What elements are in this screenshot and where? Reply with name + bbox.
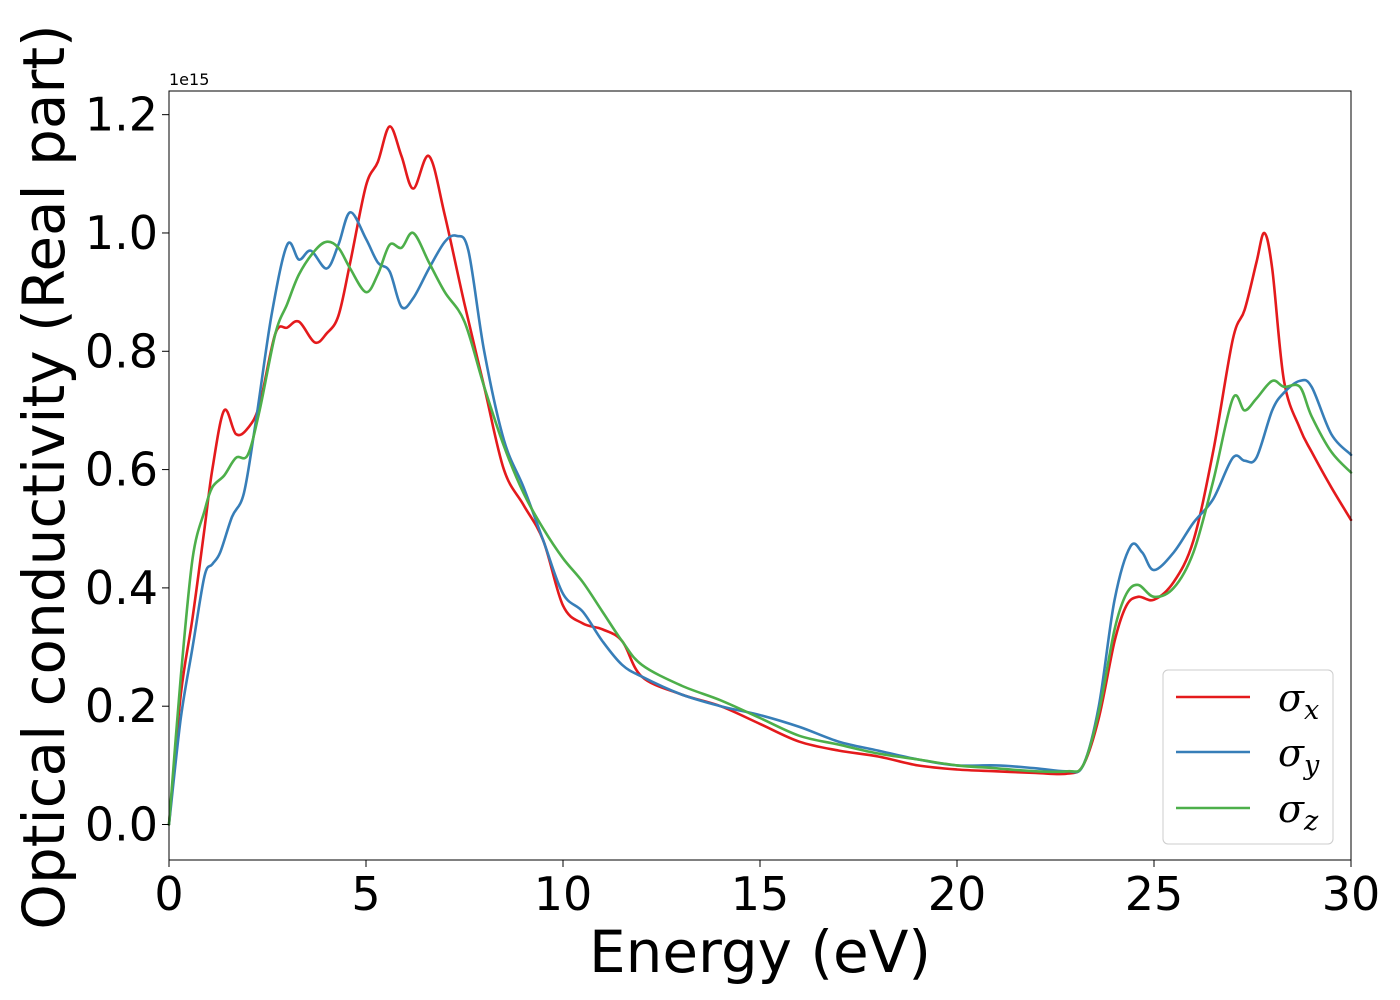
- y-tick-label: 0.2: [85, 679, 158, 733]
- y-axis-title: Optical conductivity (Real part): [10, 24, 78, 929]
- x-tick-label: 0: [154, 867, 183, 921]
- series-layer: [167, 125, 1353, 826]
- series-line-x: [167, 125, 1353, 826]
- y-axis-ticks: 0.0 0.2 0.4 0.6 0.8 1.0 1.2: [85, 88, 169, 852]
- x-tick-label: 25: [1125, 867, 1184, 921]
- plot-area: [169, 91, 1351, 860]
- x-tick-label: 30: [1322, 867, 1381, 921]
- y-tick-label: 0.8: [85, 324, 158, 378]
- y-tick-label: 0.4: [85, 561, 158, 615]
- x-tick-label: 5: [351, 867, 380, 921]
- series-line-z: [167, 231, 1353, 826]
- legend-box: [1162, 669, 1334, 845]
- y-tick-label: 0.0: [85, 798, 158, 852]
- y-tick-label: 1.0: [85, 206, 158, 260]
- x-tick-label: 10: [534, 867, 593, 921]
- x-tick-label: 15: [731, 867, 790, 921]
- y-tick-label: 1.2: [85, 88, 158, 142]
- x-axis-title: Energy (eV): [589, 918, 931, 986]
- y-offset-text: 1e15: [169, 70, 209, 89]
- x-tick-label: 20: [928, 867, 987, 921]
- y-tick-label: 0.6: [85, 443, 158, 497]
- x-axis-ticks: 0 5 10 15 20 25 30: [154, 860, 1380, 921]
- series-line-y: [167, 211, 1353, 826]
